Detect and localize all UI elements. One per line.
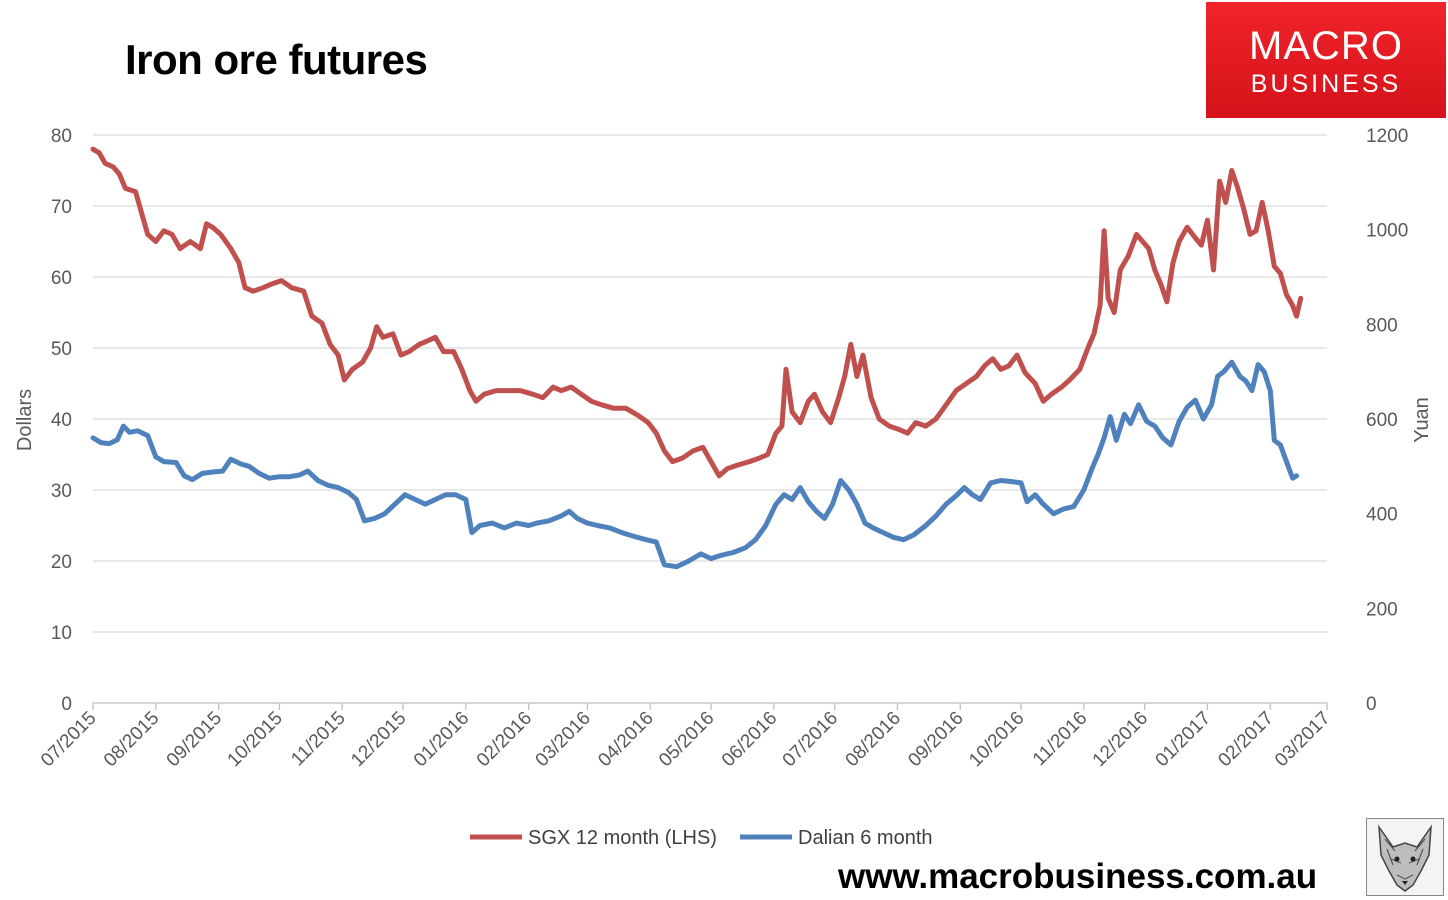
x-tick-label: 04/2016 bbox=[594, 708, 657, 771]
right-tick-label: 1000 bbox=[1366, 221, 1408, 242]
x-tick-label: 11/2016 bbox=[1029, 708, 1091, 770]
left-tick-label: 0 bbox=[61, 694, 72, 715]
x-tick-label: 02/2016 bbox=[473, 708, 536, 771]
x-tick-label: 08/2016 bbox=[842, 708, 905, 771]
series-line-sgx bbox=[90, 146, 1304, 479]
x-tick-label: 12/2016 bbox=[1089, 708, 1152, 771]
right-tick-label: 0 bbox=[1366, 694, 1377, 715]
fox-head-icon bbox=[1366, 818, 1444, 896]
x-tick-label: 08/2015 bbox=[100, 708, 163, 771]
x-tick-label: 05/2016 bbox=[655, 708, 718, 771]
x-tick-label: 07/2016 bbox=[779, 708, 842, 771]
x-tick-label: 01/2017 bbox=[1152, 708, 1215, 771]
x-tick-label: 09/2015 bbox=[163, 708, 226, 771]
x-tick-label: 06/2016 bbox=[718, 708, 781, 771]
left-tick-label: 30 bbox=[51, 481, 72, 502]
series-lines bbox=[90, 146, 1304, 570]
x-tick-label: 10/2016 bbox=[965, 708, 1028, 771]
left-axis-ticks: 0 10 20 30 40 50 60 70 80 bbox=[51, 126, 72, 715]
brand-line-2: BUSINESS bbox=[1250, 70, 1402, 98]
x-tick-label: 02/2017 bbox=[1214, 708, 1277, 771]
x-tick-label: 12/2015 bbox=[347, 708, 410, 771]
legend-label: Dalian 6 month bbox=[798, 827, 933, 849]
brand-line-1: MACRO bbox=[1249, 24, 1403, 68]
x-tick-label: 11/2015 bbox=[287, 708, 349, 770]
x-tick-label: 10/2015 bbox=[224, 708, 287, 771]
right-tick-label: 800 bbox=[1366, 315, 1398, 336]
x-tick-label: 03/2016 bbox=[532, 708, 595, 771]
left-tick-label: 20 bbox=[51, 552, 72, 573]
right-tick-label: 600 bbox=[1366, 410, 1398, 431]
chart-title: Iron ore futures bbox=[125, 36, 428, 83]
left-tick-label: 10 bbox=[51, 623, 72, 644]
left-tick-label: 80 bbox=[51, 126, 72, 147]
series-line-dalian bbox=[90, 359, 1300, 570]
right-tick-label: 400 bbox=[1366, 505, 1398, 526]
x-tick-label: 03/2017 bbox=[1271, 708, 1334, 771]
right-axis-label: Yuan bbox=[1411, 397, 1433, 443]
left-tick-label: 50 bbox=[51, 339, 72, 360]
right-tick-label: 1200 bbox=[1366, 126, 1408, 147]
left-tick-label: 40 bbox=[51, 410, 72, 431]
left-tick-label: 60 bbox=[51, 268, 72, 289]
right-axis-ticks: 0 200 400 600 800 1000 1200 bbox=[1366, 126, 1408, 715]
website-url: www.macrobusiness.com.au bbox=[838, 857, 1318, 896]
left-axis-label: Dollars bbox=[14, 389, 36, 451]
x-tick-label: 01/2016 bbox=[410, 708, 473, 771]
brand-logo: MACRO BUSINESS bbox=[1206, 2, 1446, 118]
left-tick-label: 70 bbox=[51, 197, 72, 218]
gridlines bbox=[93, 134, 1327, 704]
right-tick-label: 200 bbox=[1366, 599, 1398, 620]
legend: SGX 12 month (LHS) Dalian 6 month bbox=[470, 827, 933, 849]
x-tick-label: 09/2016 bbox=[904, 708, 967, 771]
legend-label: SGX 12 month (LHS) bbox=[528, 827, 717, 849]
x-tick-label: 07/2015 bbox=[37, 708, 100, 771]
